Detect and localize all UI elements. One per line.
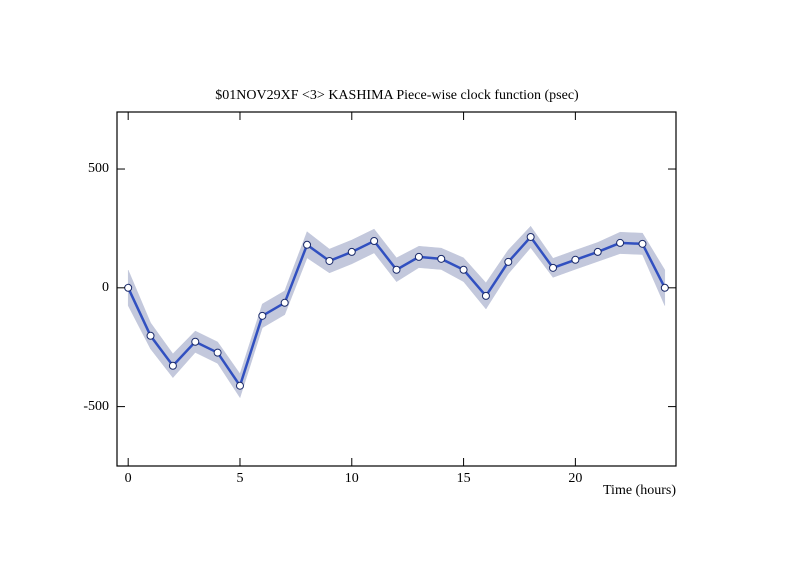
data-point	[549, 263, 558, 272]
plot-frame	[116, 111, 677, 467]
x-tick-label: 5	[236, 471, 243, 486]
y-tick-label: 0	[102, 280, 109, 295]
data-point	[414, 252, 423, 261]
data-point	[504, 257, 513, 266]
plot-area	[124, 225, 669, 399]
data-point	[168, 361, 177, 370]
data-point	[459, 265, 468, 274]
x-tick-label: 15	[457, 471, 471, 486]
data-point	[191, 337, 200, 346]
y-tick-label: -500	[83, 399, 109, 414]
data-point	[303, 240, 312, 249]
data-point	[660, 283, 669, 292]
data-point	[481, 291, 490, 300]
data-point	[571, 255, 580, 264]
data-point	[347, 247, 356, 256]
data-point	[213, 348, 222, 357]
x-tick-label: 20	[568, 471, 582, 486]
data-point	[638, 239, 647, 248]
x-tick-label: 10	[345, 471, 359, 486]
data-point	[370, 237, 379, 246]
data-point	[593, 247, 602, 256]
x-tick-label: 0	[125, 471, 132, 486]
data-point	[616, 238, 625, 247]
x-axis-label: Time (hours)	[603, 483, 676, 498]
chart-title: $01NOV29XF <3> KASHIMA Piece-wise clock …	[215, 88, 579, 103]
data-point	[526, 232, 535, 241]
data-point	[437, 254, 446, 263]
data-point	[235, 381, 244, 390]
data-point	[124, 283, 133, 292]
data-point	[325, 256, 334, 265]
data-point	[280, 298, 289, 307]
data-point	[146, 331, 155, 340]
data-point	[392, 265, 401, 274]
data-point	[258, 311, 267, 320]
y-tick-label: 500	[88, 161, 109, 176]
